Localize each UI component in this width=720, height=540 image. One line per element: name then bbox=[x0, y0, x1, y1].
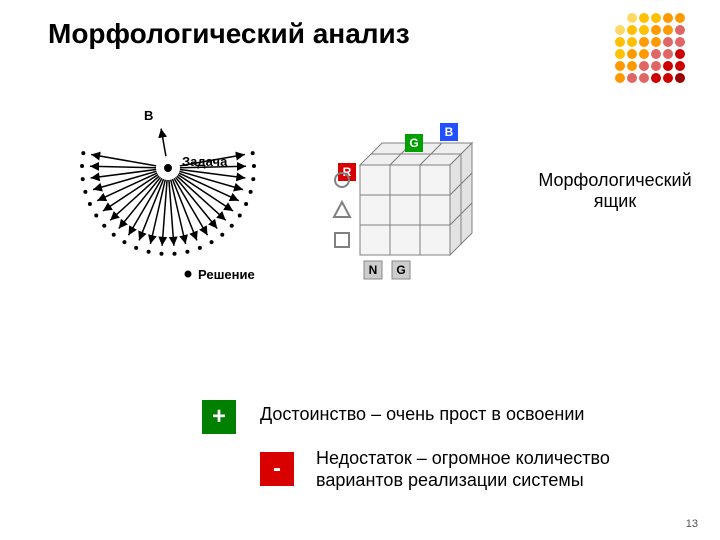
plus-badge: + bbox=[202, 400, 236, 434]
disadvantage-text: Недостаток – огромное количество вариант… bbox=[316, 448, 666, 491]
advantage-text: Достоинство – очень прост в освоении bbox=[260, 404, 584, 425]
morphological-cube-diagram: BGRNG bbox=[310, 110, 520, 325]
svg-text:Решение: Решение bbox=[198, 267, 255, 282]
svg-text:G: G bbox=[409, 136, 418, 150]
svg-text:В: В bbox=[144, 108, 153, 123]
svg-text:G: G bbox=[396, 263, 405, 277]
arrows-diagram: Задача В Решение bbox=[50, 90, 290, 305]
decorative-dot-grid bbox=[610, 8, 700, 98]
cube-caption: Морфологический ящик bbox=[530, 170, 700, 212]
cube-caption-l1: Морфологический ящик bbox=[538, 170, 691, 211]
minus-badge: - bbox=[260, 452, 294, 486]
svg-text:B: B bbox=[445, 125, 454, 139]
page-number: 13 bbox=[686, 518, 698, 530]
slide-title: Морфологический анализ bbox=[48, 18, 410, 50]
svg-text:Задача: Задача bbox=[182, 154, 228, 169]
svg-text:N: N bbox=[369, 263, 378, 277]
